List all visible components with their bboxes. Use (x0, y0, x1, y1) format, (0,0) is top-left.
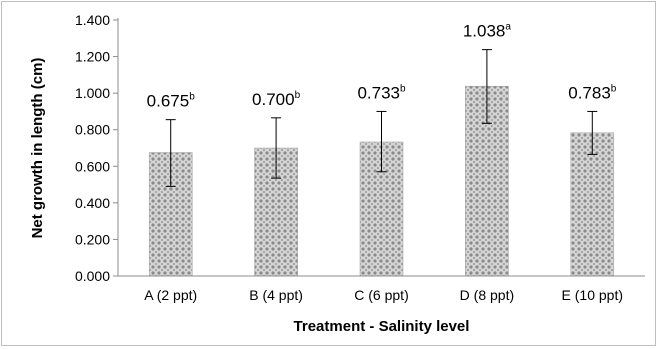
data-label: 0.700b (252, 90, 301, 109)
x-tick-label: E (10 ppt) (562, 287, 623, 303)
significance-letter: b (400, 83, 406, 94)
data-label: 0.675b (147, 92, 196, 111)
significance-letter: a (505, 22, 511, 33)
y-tick-label: 1.000 (75, 85, 110, 101)
y-tick-label: 0.400 (75, 195, 110, 211)
x-tick-label: B (4 ppt) (249, 287, 303, 303)
y-tick-label: 1.400 (75, 12, 110, 28)
y-axis-title: Net growth in length (cm) (29, 58, 46, 239)
bar (570, 132, 615, 277)
data-label: 0.733b (357, 83, 406, 102)
significance-letter: b (189, 92, 195, 103)
significance-letter: b (295, 90, 301, 101)
data-label: 0.783b (568, 83, 617, 102)
y-tick-label: 0.800 (75, 122, 110, 138)
bar (359, 141, 404, 277)
x-tick-label: A (2 ppt) (144, 287, 197, 303)
y-tick-label: 1.200 (75, 49, 110, 65)
significance-letter: b (611, 83, 617, 94)
y-tick-label: 0.200 (75, 231, 110, 247)
x-tick-label: D (8 ppt) (460, 287, 514, 303)
y-tick-label: 0.000 (75, 268, 110, 284)
x-tick-label: C (6 ppt) (354, 287, 408, 303)
data-label: 1.038a (463, 22, 512, 41)
x-axis-title: Treatment - Salinity level (294, 318, 470, 335)
y-tick-label: 0.600 (75, 158, 110, 174)
